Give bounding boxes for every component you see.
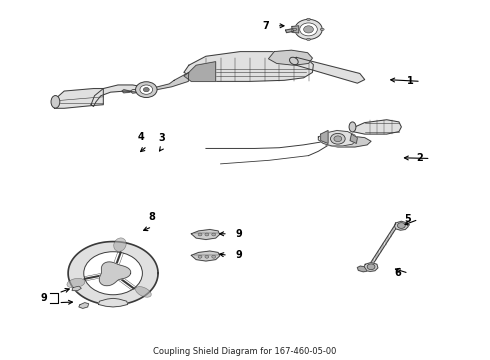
Circle shape [144,87,149,92]
Text: 5: 5 [404,215,411,224]
Text: Coupling Shield Diagram for 167-460-05-00: Coupling Shield Diagram for 167-460-05-0… [153,347,337,356]
Polygon shape [98,298,128,307]
Ellipse shape [307,39,311,41]
Text: 2: 2 [416,153,423,163]
Circle shape [334,136,342,141]
Text: 8: 8 [149,212,156,222]
Circle shape [205,233,209,236]
Polygon shape [68,242,158,305]
Text: 3: 3 [159,134,165,143]
Polygon shape [394,221,408,230]
Text: 4: 4 [138,132,145,141]
Text: 1: 1 [407,76,414,86]
Ellipse shape [320,28,324,31]
Polygon shape [54,89,103,108]
Circle shape [212,233,216,236]
Ellipse shape [135,287,151,297]
Polygon shape [286,29,294,33]
Polygon shape [290,57,365,83]
Polygon shape [191,229,220,239]
Circle shape [295,19,322,40]
Polygon shape [350,134,357,143]
Polygon shape [184,62,216,81]
Circle shape [331,134,345,144]
Text: 6: 6 [394,268,401,278]
Polygon shape [130,72,189,93]
Ellipse shape [293,28,297,31]
Circle shape [84,252,143,295]
Polygon shape [357,266,367,272]
Circle shape [212,255,216,258]
Polygon shape [321,131,328,143]
Polygon shape [91,85,150,107]
Polygon shape [99,262,131,286]
Circle shape [300,23,318,36]
Text: 9: 9 [40,293,47,303]
Polygon shape [352,120,401,134]
Polygon shape [79,303,89,309]
Ellipse shape [307,18,311,21]
Polygon shape [72,286,81,291]
Polygon shape [191,251,220,261]
Polygon shape [318,131,356,146]
Circle shape [136,82,157,98]
Ellipse shape [51,95,60,108]
Polygon shape [184,51,314,81]
Ellipse shape [114,238,126,251]
Polygon shape [326,136,371,147]
Circle shape [205,255,209,258]
Circle shape [140,85,153,94]
Text: 9: 9 [235,229,242,239]
Ellipse shape [349,122,356,132]
Circle shape [198,233,202,236]
Circle shape [304,26,314,33]
Ellipse shape [67,278,85,288]
Text: 7: 7 [263,21,270,31]
Circle shape [397,223,405,228]
Ellipse shape [290,57,298,65]
Circle shape [367,264,375,270]
Polygon shape [364,262,378,271]
Polygon shape [292,26,299,33]
Text: 9: 9 [235,250,242,260]
Polygon shape [122,90,130,93]
Circle shape [198,255,202,258]
Polygon shape [370,224,395,268]
Polygon shape [269,50,313,65]
Circle shape [102,265,124,281]
